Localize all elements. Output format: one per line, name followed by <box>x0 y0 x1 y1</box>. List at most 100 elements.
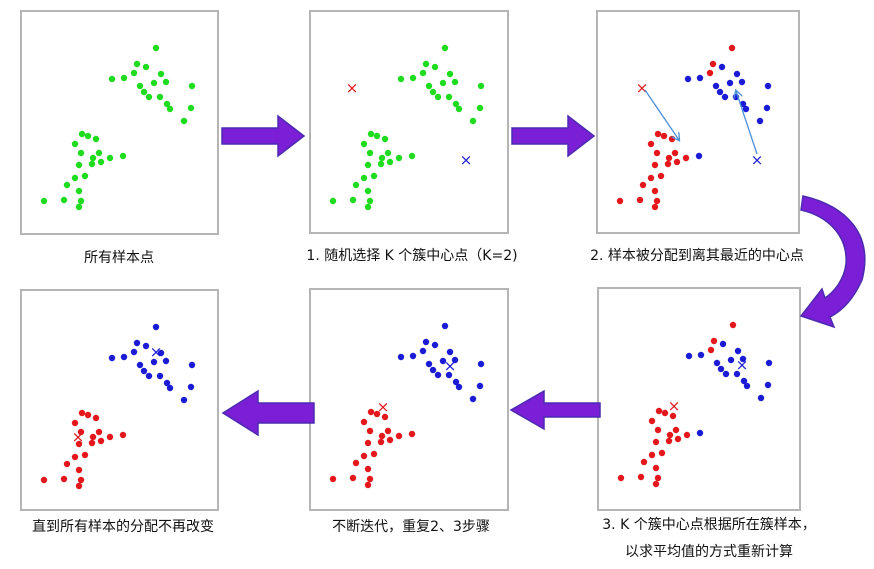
data-point <box>726 79 734 87</box>
data-point <box>136 361 144 369</box>
data-point <box>665 154 673 162</box>
data-point <box>75 440 83 448</box>
data-point <box>166 105 174 113</box>
data-point <box>476 382 484 390</box>
data-point <box>431 341 439 349</box>
data-point <box>360 140 368 148</box>
data-point <box>408 152 416 160</box>
data-point <box>78 409 86 417</box>
data-point <box>684 75 692 83</box>
data-point <box>188 361 196 369</box>
data-point <box>71 140 79 148</box>
data-point <box>75 203 83 211</box>
data-point <box>142 63 150 71</box>
data-point <box>381 135 389 143</box>
data-point <box>120 74 128 82</box>
data-point <box>469 117 477 125</box>
data-point <box>77 428 85 436</box>
data-point <box>422 338 430 346</box>
data-point <box>373 132 381 140</box>
data-point <box>451 356 459 364</box>
data-point <box>370 450 378 458</box>
data-point <box>364 465 372 473</box>
data-point <box>130 69 138 77</box>
data-point <box>477 82 485 90</box>
data-point <box>152 323 160 331</box>
data-point <box>653 197 661 205</box>
data-point <box>75 161 83 169</box>
data-point <box>452 100 460 108</box>
data-point <box>674 435 682 443</box>
data-point <box>673 158 681 166</box>
data-point <box>651 187 659 195</box>
data-point <box>140 88 148 96</box>
data-point <box>439 357 447 365</box>
data-point <box>742 105 750 113</box>
data-point <box>329 197 337 205</box>
data-point <box>40 197 48 205</box>
data-point <box>366 149 374 157</box>
data-point <box>381 413 389 421</box>
data-point <box>640 458 648 466</box>
cluster-center-marker: × <box>72 428 85 446</box>
data-point <box>89 433 97 441</box>
data-point <box>77 476 85 484</box>
data-point <box>617 474 625 482</box>
cluster-center-marker: × <box>736 356 749 374</box>
data-point <box>712 82 720 90</box>
data-point <box>71 174 79 182</box>
data-point <box>733 70 741 78</box>
data-point <box>664 160 672 168</box>
data-point <box>88 439 96 447</box>
data-point <box>386 158 394 166</box>
data-point <box>367 130 375 138</box>
data-point <box>706 69 714 77</box>
data-point <box>756 117 764 125</box>
data-point <box>95 428 103 436</box>
data-point <box>695 152 703 160</box>
data-point <box>648 417 656 425</box>
data-point <box>188 82 196 90</box>
data-point <box>734 347 742 355</box>
data-point <box>425 360 433 368</box>
data-point <box>152 44 160 52</box>
pointer-arrow-icon <box>736 91 758 155</box>
left-arrow-icon <box>221 389 315 437</box>
data-point <box>75 466 83 474</box>
data-point <box>713 359 721 367</box>
data-point <box>441 322 449 330</box>
data-point <box>408 430 416 438</box>
data-point <box>77 149 85 157</box>
data-point <box>419 347 427 355</box>
pointer-arrow-icon <box>644 89 679 140</box>
data-point <box>84 132 92 140</box>
data-point <box>395 432 403 440</box>
data-point <box>60 475 68 483</box>
data-point <box>81 451 89 459</box>
data-point <box>655 407 663 415</box>
panel-all-samples <box>20 10 219 235</box>
data-point <box>719 340 727 348</box>
data-point <box>78 130 86 138</box>
data-point <box>360 174 368 182</box>
data-point <box>476 104 484 112</box>
data-point <box>162 357 170 365</box>
data-point <box>88 160 96 168</box>
data-point <box>136 82 144 90</box>
data-point <box>364 203 372 211</box>
data-point <box>162 78 170 86</box>
data-point <box>665 437 673 445</box>
data-point <box>637 473 645 481</box>
data-point <box>163 100 171 108</box>
data-point <box>477 360 485 368</box>
data-point <box>142 342 150 350</box>
data-point <box>757 394 765 402</box>
data-point <box>349 196 357 204</box>
data-point <box>733 370 741 378</box>
data-point <box>97 437 105 445</box>
data-point <box>716 88 724 96</box>
curved-down-arrow-icon <box>799 195 866 329</box>
data-point <box>133 60 141 68</box>
data-point <box>409 352 417 360</box>
